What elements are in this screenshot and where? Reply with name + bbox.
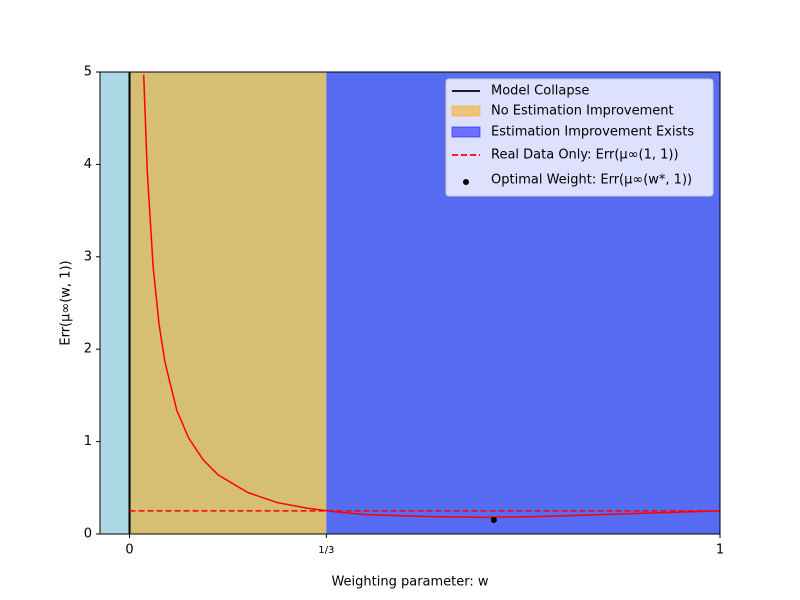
legend-label: Estimation Improvement Exists [491,125,694,140]
legend-label: Model Collapse [491,84,589,99]
y-tick-label: 5 [84,65,92,80]
x-axis-label: Weighting parameter: w [331,575,488,590]
legend-label: Optimal Weight: Err(μ∞(w*, 1)) [491,173,692,188]
legend-swatch [451,105,481,117]
legend-box [445,78,714,197]
y-tick-label: 2 [84,342,92,357]
y-tick-label: 0 [84,527,92,542]
legend-label: Real Data Only: Err(μ∞(1, 1)) [491,148,679,163]
y-tick-label: 1 [84,434,92,449]
y-tick-label: 4 [84,157,92,172]
x-tick-label: 1/3 [318,545,334,556]
y-axis-label: Err(μ∞(w, 1)) [59,260,74,345]
y-tick-label: 3 [84,249,92,264]
legend: Model Collapse No Estimation Improvement E… [445,78,714,197]
legend-label: No Estimation Improvement [491,104,674,119]
axes-frame [99,71,721,535]
curve [142,74,720,519]
x-tick-label: 0 [125,543,133,558]
legend-swatch [463,179,469,185]
legend-swatch [451,126,481,138]
x-tick-label: 1 [716,543,724,558]
point [490,516,497,523]
region [129,72,327,534]
